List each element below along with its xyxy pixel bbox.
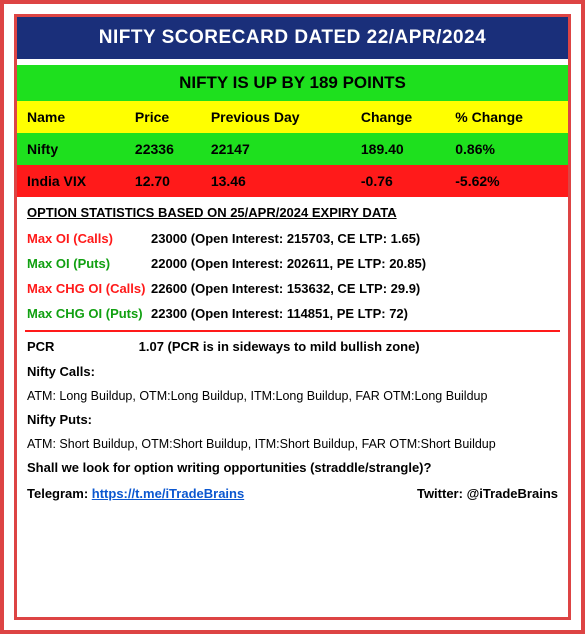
puts-value: ATM: Short Buildup, OTM:Short Buildup, I… — [17, 432, 568, 455]
option-value: 22300 (Open Interest: 114851, PE LTP: 72… — [151, 306, 408, 321]
cell-prev: 22147 — [205, 133, 355, 165]
pcr-row: PCR 1.07 (PCR is in sideways to mild bul… — [17, 334, 568, 359]
col-prev: Previous Day — [205, 101, 355, 133]
col-change: Change — [355, 101, 449, 133]
page-title: NIFTY SCORECARD DATED 22/APR/2024 — [17, 17, 568, 59]
outer-border: NIFTY SCORECARD DATED 22/APR/2024 NIFTY … — [0, 0, 585, 634]
table-row: Nifty 22336 22147 189.40 0.86% — [17, 133, 568, 165]
cell-pct: 0.86% — [449, 133, 568, 165]
price-table: Name Price Previous Day Change % Change … — [17, 101, 568, 197]
option-value: 22000 (Open Interest: 202611, PE LTP: 20… — [151, 256, 426, 271]
option-row: Max OI (Calls) 23000 (Open Interest: 215… — [17, 226, 568, 251]
option-label: Max OI (Calls) — [27, 231, 151, 246]
pcr-label: PCR — [27, 339, 135, 354]
twitter-handle: @iTradeBrains — [467, 486, 558, 501]
cell-name: Nifty — [17, 133, 129, 165]
option-label: Max CHG OI (Puts) — [27, 306, 151, 321]
footer-links: Telegram: https://t.me/iTradeBrains Twit… — [17, 480, 568, 507]
option-value: 23000 (Open Interest: 215703, CE LTP: 1.… — [151, 231, 420, 246]
telegram-block: Telegram: https://t.me/iTradeBrains — [27, 486, 244, 501]
option-label: Max CHG OI (Calls) — [27, 281, 151, 296]
col-name: Name — [17, 101, 129, 133]
col-pct: % Change — [449, 101, 568, 133]
twitter-label: Twitter: — [417, 486, 467, 501]
cell-prev: 13.46 — [205, 165, 355, 197]
divider — [25, 330, 560, 332]
table-header-row: Name Price Previous Day Change % Change — [17, 101, 568, 133]
option-value: 22600 (Open Interest: 153632, CE LTP: 29… — [151, 281, 420, 296]
cell-change: -0.76 — [355, 165, 449, 197]
option-stats-header: OPTION STATISTICS BASED ON 25/APR/2024 E… — [17, 197, 568, 226]
cell-name: India VIX — [17, 165, 129, 197]
option-row: Max OI (Puts) 22000 (Open Interest: 2026… — [17, 251, 568, 276]
inner-border: NIFTY SCORECARD DATED 22/APR/2024 NIFTY … — [14, 14, 571, 620]
option-row: Max CHG OI (Calls) 22600 (Open Interest:… — [17, 276, 568, 301]
subtitle-banner: NIFTY IS UP BY 189 POINTS — [17, 65, 568, 101]
cell-change: 189.40 — [355, 133, 449, 165]
puts-label: Nifty Puts: — [17, 407, 568, 432]
telegram-label: Telegram: — [27, 486, 92, 501]
option-row: Max CHG OI (Puts) 22300 (Open Interest: … — [17, 301, 568, 326]
cell-price: 22336 — [129, 133, 205, 165]
calls-label: Nifty Calls: — [17, 359, 568, 384]
calls-value: ATM: Long Buildup, OTM:Long Buildup, ITM… — [17, 384, 568, 407]
pcr-value: 1.07 (PCR is in sideways to mild bullish… — [139, 339, 420, 354]
col-price: Price — [129, 101, 205, 133]
question-text: Shall we look for option writing opportu… — [17, 455, 568, 480]
telegram-link[interactable]: https://t.me/iTradeBrains — [92, 486, 244, 501]
option-label: Max OI (Puts) — [27, 256, 151, 271]
cell-price: 12.70 — [129, 165, 205, 197]
table-row: India VIX 12.70 13.46 -0.76 -5.62% — [17, 165, 568, 197]
twitter-block: Twitter: @iTradeBrains — [417, 486, 558, 501]
cell-pct: -5.62% — [449, 165, 568, 197]
